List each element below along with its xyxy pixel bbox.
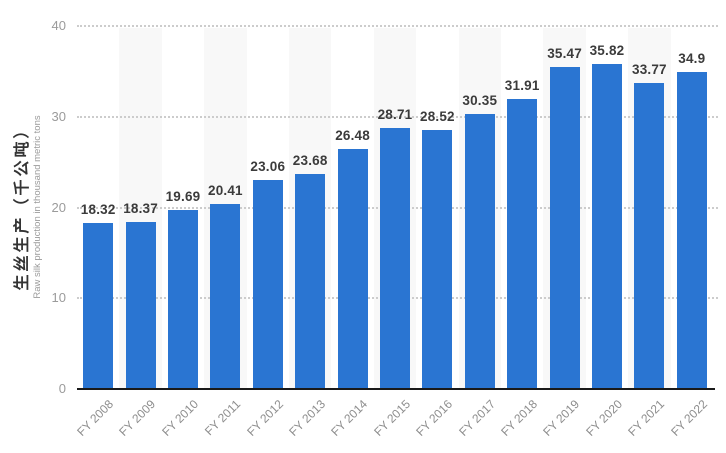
x-tick-label: FY 2021 [625, 397, 668, 439]
bar[interactable] [295, 174, 326, 389]
x-tick-label: FY 2012 [243, 397, 286, 439]
bar[interactable] [507, 99, 538, 389]
bar[interactable] [464, 113, 495, 389]
bar[interactable] [337, 148, 368, 389]
bar[interactable] [422, 130, 453, 389]
bar[interactable] [676, 72, 707, 389]
bar-value-label: 35.82 [589, 42, 625, 58]
x-tick-label: FY 2008 [74, 397, 117, 439]
x-tick-label: FY 2016 [413, 397, 456, 439]
bar-value-label: 31.91 [504, 78, 540, 94]
bar[interactable] [634, 82, 665, 389]
x-tick-label: FY 2020 [583, 397, 625, 439]
bar-value-label: 23.68 [292, 153, 328, 169]
bar[interactable] [83, 222, 114, 389]
x-tick-label: FY 2017 [455, 397, 498, 439]
bar[interactable] [380, 128, 410, 389]
x-tick-label: FY 2013 [286, 397, 329, 439]
bar-value-label: 28.52 [419, 109, 455, 125]
bar-value-label: 26.48 [335, 127, 370, 143]
bar[interactable] [592, 63, 622, 389]
bar-value-label: 28.71 [377, 107, 413, 123]
bar-value-label: 19.69 [165, 189, 201, 205]
x-tick-label: FY 2018 [498, 397, 541, 439]
x-tick-label: FY 2019 [540, 397, 583, 439]
bar[interactable] [252, 179, 283, 389]
y-tick-label: 10 [51, 290, 66, 306]
bar-value-label: 20.41 [207, 182, 243, 198]
bar-value-label: 33.77 [631, 61, 667, 77]
bar-value-label: 18.32 [80, 201, 116, 217]
x-axis-line [77, 388, 715, 390]
y-tick-label: 40 [51, 18, 66, 33]
x-tick-label: FY 2010 [159, 397, 201, 439]
bar[interactable] [125, 222, 156, 389]
x-tick-label: FY 2022 [667, 397, 710, 439]
x-tick-label: FY 2014 [328, 397, 371, 439]
bar-value-label: 18.37 [123, 201, 158, 217]
bar[interactable] [549, 67, 580, 389]
bar-value-label: 34.9 [678, 51, 706, 67]
x-tick-label: FY 2009 [116, 397, 159, 439]
y-tick-label: 20 [51, 199, 66, 215]
bar[interactable] [168, 210, 198, 389]
gridline [77, 25, 718, 27]
bar-value-label: 30.35 [462, 92, 498, 108]
bar-value-label: 23.06 [250, 158, 286, 174]
x-tick-label: FY 2015 [371, 397, 413, 439]
x-tick-label: FY 2011 [202, 397, 244, 439]
gridline [77, 115, 718, 118]
bar[interactable] [210, 203, 241, 389]
bar-value-label: 35.47 [547, 46, 582, 62]
y-tick-label: 0 [58, 381, 66, 396]
y-tick-label: 30 [51, 108, 66, 124]
